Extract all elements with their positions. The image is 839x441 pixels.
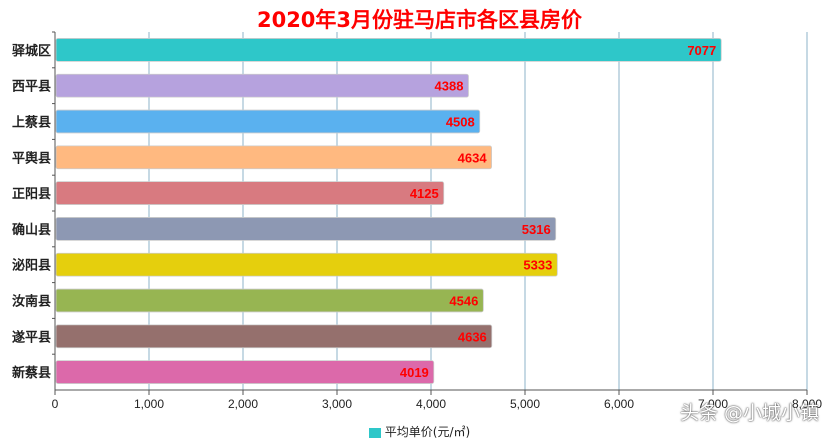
category-label: 确山县 (12, 222, 51, 238)
category-label: 正阳县 (12, 187, 51, 202)
data-label: 4019 (400, 365, 429, 380)
x-tick-label: 4,000 (416, 397, 446, 411)
legend: 平均单价(元/㎡) (0, 423, 839, 440)
bar (55, 324, 493, 349)
data-label: 7077 (687, 43, 716, 58)
bar (55, 181, 445, 205)
x-tick-label: 2,000 (228, 397, 258, 411)
bar (55, 252, 558, 277)
category-label: 泌阳县 (12, 258, 51, 274)
category-label: 平舆县 (12, 150, 51, 166)
x-tick-label: 0 (52, 397, 59, 411)
chart-title: 2020年3月份驻马店市各区县房价 (256, 8, 583, 32)
data-label: 4546 (449, 294, 478, 309)
bar (55, 360, 435, 384)
data-label: 4388 (435, 79, 464, 94)
bar (55, 109, 481, 134)
data-label: 5333 (523, 258, 552, 273)
data-label: 4634 (458, 150, 488, 165)
category-label: 西平县 (12, 80, 51, 95)
x-tick-label: 8,000 (792, 397, 822, 411)
x-tick-label: 7,000 (698, 397, 728, 411)
bar (55, 288, 484, 313)
x-tick-label: 1,000 (134, 397, 164, 411)
category-label: 遂平县 (12, 329, 51, 345)
bar (55, 73, 469, 98)
x-tick-label: 6,000 (604, 397, 634, 411)
legend-swatch (368, 427, 381, 438)
category-label: 新蔡县 (12, 365, 51, 381)
watermark: 头条 @小城小镇 (679, 402, 819, 424)
legend-label: 平均单价(元/㎡) (384, 425, 471, 439)
x-tick-label: 3,000 (322, 397, 352, 411)
data-label: 5316 (522, 222, 551, 237)
bar (55, 38, 722, 62)
category-label: 上蔡县 (12, 115, 51, 131)
bars: 7077 4388 4508 4634 4125 5316 5333 4546 4636 4019 (55, 38, 722, 384)
x-tick-label: 5,000 (510, 397, 540, 411)
data-label: 4125 (410, 186, 439, 201)
category-label: 驿城区 (12, 43, 51, 59)
axes: 0 1,000 2,000 3,000 4,000 5,000 6,000 7,000 8,00… (12, 31, 822, 411)
data-label: 4508 (446, 115, 475, 130)
bar (55, 217, 557, 241)
data-label: 4636 (458, 329, 487, 344)
bar (55, 145, 492, 170)
category-label: 汝南县 (12, 294, 51, 310)
